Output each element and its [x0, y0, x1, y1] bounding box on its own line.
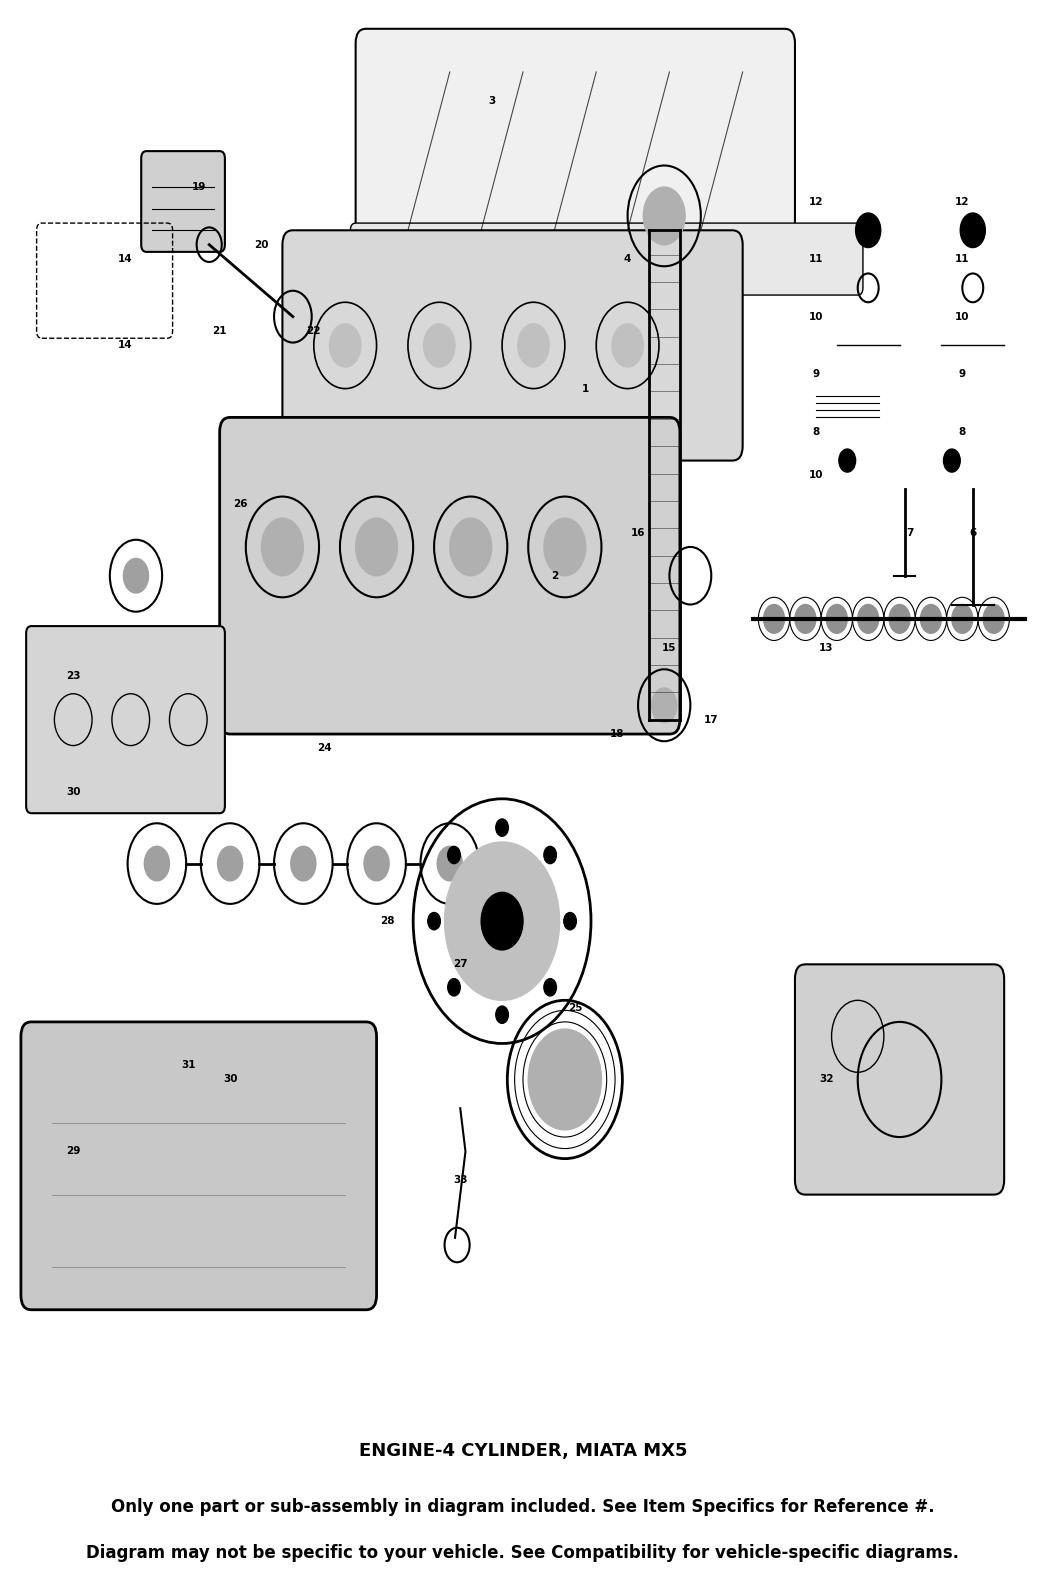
Circle shape: [943, 448, 960, 472]
Circle shape: [448, 846, 460, 864]
Circle shape: [218, 846, 243, 881]
Circle shape: [643, 187, 685, 245]
Text: 15: 15: [662, 643, 677, 653]
Text: 2: 2: [551, 571, 558, 580]
Text: Only one part or sub-assembly in diagram included. See Item Specifics for Refere: Only one part or sub-assembly in diagram…: [111, 1497, 935, 1515]
Circle shape: [839, 448, 856, 472]
Circle shape: [437, 846, 462, 881]
Circle shape: [481, 892, 523, 950]
Text: 33: 33: [453, 1175, 468, 1184]
Circle shape: [889, 604, 910, 634]
Circle shape: [123, 558, 149, 593]
Text: 28: 28: [380, 915, 394, 926]
Text: 12: 12: [955, 197, 970, 206]
Text: 9: 9: [813, 370, 819, 379]
Text: 30: 30: [66, 786, 81, 796]
Text: 20: 20: [254, 239, 269, 250]
Circle shape: [856, 212, 881, 247]
Circle shape: [564, 912, 576, 930]
Text: 29: 29: [66, 1147, 81, 1156]
Text: Diagram may not be specific to your vehicle. See Compatibility for vehicle-speci: Diagram may not be specific to your vehi…: [87, 1543, 959, 1562]
Circle shape: [960, 212, 985, 247]
FancyBboxPatch shape: [26, 626, 225, 813]
Text: 25: 25: [568, 1002, 583, 1013]
Text: 23: 23: [66, 672, 81, 681]
Circle shape: [428, 912, 440, 930]
Circle shape: [920, 604, 941, 634]
Circle shape: [544, 846, 556, 864]
Text: 6: 6: [970, 527, 976, 538]
Text: 17: 17: [704, 714, 719, 725]
Text: 27: 27: [453, 960, 468, 969]
Text: 12: 12: [809, 197, 823, 206]
Circle shape: [826, 604, 847, 634]
Text: 5: 5: [855, 225, 861, 236]
Text: 11: 11: [955, 255, 970, 264]
Text: 22: 22: [306, 326, 321, 337]
Text: 1: 1: [583, 384, 589, 393]
Text: 18: 18: [610, 728, 624, 739]
Circle shape: [445, 842, 560, 1000]
Circle shape: [364, 846, 389, 881]
FancyBboxPatch shape: [282, 230, 743, 461]
Circle shape: [795, 604, 816, 634]
Text: 24: 24: [317, 744, 332, 753]
FancyBboxPatch shape: [21, 1022, 377, 1310]
Text: 3: 3: [488, 96, 495, 105]
Text: 14: 14: [118, 340, 133, 351]
Text: 13: 13: [819, 643, 834, 653]
Text: 11: 11: [809, 255, 823, 264]
Text: 9: 9: [959, 370, 965, 379]
Circle shape: [652, 687, 677, 722]
Text: 4: 4: [623, 255, 632, 264]
Circle shape: [496, 1007, 508, 1024]
FancyBboxPatch shape: [220, 417, 680, 735]
Circle shape: [291, 846, 316, 881]
Text: 7: 7: [906, 527, 914, 538]
Text: 21: 21: [212, 326, 227, 337]
Circle shape: [544, 978, 556, 996]
Circle shape: [612, 324, 643, 367]
FancyBboxPatch shape: [350, 223, 863, 296]
Circle shape: [983, 604, 1004, 634]
Text: ENGINE-4 CYLINDER, MIATA MX5: ENGINE-4 CYLINDER, MIATA MX5: [359, 1442, 687, 1460]
Circle shape: [144, 846, 169, 881]
Text: 10: 10: [809, 311, 823, 321]
Circle shape: [496, 820, 508, 837]
Circle shape: [528, 1029, 601, 1129]
Text: 8: 8: [959, 426, 965, 437]
Circle shape: [448, 978, 460, 996]
Text: 19: 19: [191, 182, 206, 192]
Text: 31: 31: [181, 1060, 196, 1070]
Circle shape: [424, 324, 455, 367]
Circle shape: [329, 324, 361, 367]
Text: 26: 26: [233, 499, 248, 508]
Circle shape: [518, 324, 549, 367]
Circle shape: [764, 604, 784, 634]
Circle shape: [952, 604, 973, 634]
Text: 10: 10: [955, 311, 970, 321]
Text: 10: 10: [809, 470, 823, 480]
Text: 32: 32: [819, 1074, 834, 1084]
Circle shape: [356, 518, 397, 576]
Text: 8: 8: [813, 426, 819, 437]
Text: 16: 16: [631, 527, 645, 538]
Text: 14: 14: [118, 255, 133, 264]
Circle shape: [450, 518, 492, 576]
Circle shape: [858, 604, 879, 634]
Circle shape: [544, 518, 586, 576]
Circle shape: [262, 518, 303, 576]
FancyBboxPatch shape: [795, 964, 1004, 1194]
FancyBboxPatch shape: [141, 151, 225, 252]
FancyBboxPatch shape: [356, 28, 795, 260]
Text: 30: 30: [223, 1074, 237, 1084]
